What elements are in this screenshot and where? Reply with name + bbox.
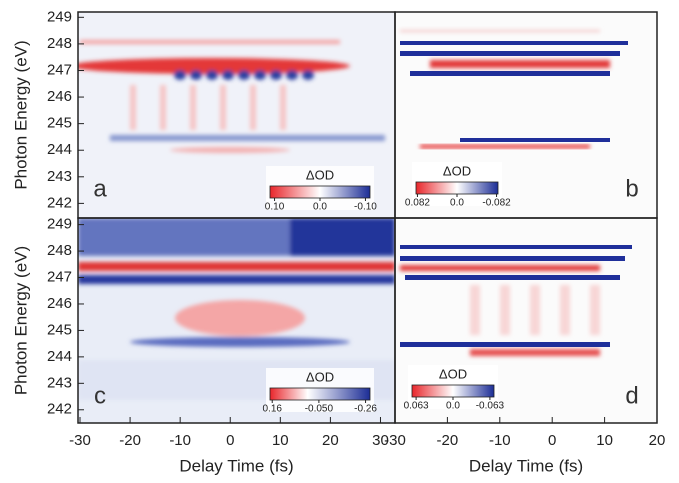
x-axis-label: Delay Time (fs): [469, 456, 583, 475]
colorbar-tick-label: -0.26: [354, 404, 377, 415]
colorbar-label: ΔOD: [306, 369, 334, 384]
y-tick-label: 248: [47, 35, 72, 52]
colorbar-tick-label: 0.0: [450, 198, 464, 209]
y-tick-label: 243: [47, 374, 72, 391]
colorbar-tick-label: 0.16: [262, 404, 282, 415]
x-tick-label: -10: [489, 432, 511, 449]
x-tick-label: -20: [437, 432, 459, 449]
panel-letter: b: [625, 175, 638, 202]
x-tick-label: 20: [649, 432, 666, 449]
y-tick-label: 246: [47, 88, 72, 105]
y-tick-label: 247: [47, 268, 72, 285]
x-tick-label: -30: [69, 432, 91, 449]
y-tick-label: 244: [47, 348, 72, 365]
y-tick-label: 243: [47, 168, 72, 185]
colorbar: [269, 387, 371, 401]
colorbar-tick-label: -0.050: [305, 404, 334, 415]
y-tick-label: 242: [47, 401, 72, 418]
colorbar-label: ΔOD: [443, 163, 471, 178]
colorbar-label: ΔOD: [439, 366, 467, 381]
x-tick-label: 20: [322, 432, 339, 449]
colorbar-tick-label: -0.10: [354, 202, 377, 213]
y-tick-label: 245: [47, 115, 72, 132]
x-tick-label: 10: [596, 432, 613, 449]
x-tick-label: -20: [119, 432, 141, 449]
y-tick-label: 247: [47, 61, 72, 78]
colorbar-tick-label: -0.063: [476, 401, 505, 412]
panel-letter: a: [93, 175, 107, 202]
y-tick-label: 249: [47, 8, 72, 25]
y-tick-label: 244: [47, 141, 72, 158]
colorbar: [269, 185, 371, 199]
heatmap-image: [78, 12, 395, 218]
colorbar: [411, 384, 495, 398]
y-tick-label: 245: [47, 321, 72, 338]
colorbar-tick-label: 0.0: [313, 202, 327, 213]
y-tick-label: 248: [47, 242, 72, 259]
y-axis-label: Photon Energy (eV): [11, 246, 30, 395]
y-tick-label: 246: [47, 295, 72, 312]
colorbar-tick-label: -0.082: [482, 198, 511, 209]
colorbar-label: ΔOD: [306, 167, 334, 182]
colorbar-tick-label: 0.082: [405, 198, 430, 209]
x-tick-label: -10: [169, 432, 191, 449]
x-tick-label: 30: [372, 432, 389, 449]
colorbar-tick-label: 0.0: [446, 401, 460, 412]
x-tick-label: 0: [548, 432, 556, 449]
colorbar: [415, 181, 499, 195]
colorbar-tick-label: 0.10: [265, 202, 285, 213]
x-tick-label: 0: [226, 432, 234, 449]
colorbar-tick-label: 0.063: [404, 401, 429, 412]
y-tick-label: 242: [47, 194, 72, 211]
y-tick-label: 249: [47, 216, 72, 233]
panel-letter: d: [625, 382, 638, 409]
panel-frame: [394, 217, 658, 424]
x-tick-label: 10: [272, 432, 289, 449]
x-tick-label: -30: [384, 432, 406, 449]
y-axis-label: Photon Energy (eV): [11, 40, 30, 189]
x-axis-label: Delay Time (fs): [179, 456, 293, 475]
panel-letter: c: [94, 382, 106, 409]
